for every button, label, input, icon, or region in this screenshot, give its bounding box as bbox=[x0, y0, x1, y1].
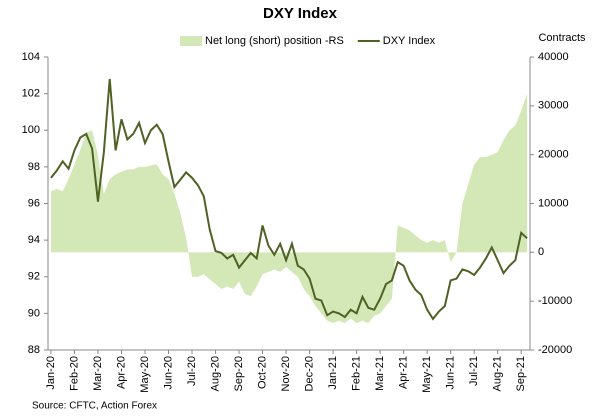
legend-swatch bbox=[180, 36, 202, 46]
x-tick-label: Aug-21 bbox=[492, 356, 504, 391]
y-tick-label: 90 bbox=[28, 307, 40, 319]
x-tick-label: Sep-21 bbox=[515, 356, 527, 391]
y-tick-label: 102 bbox=[22, 88, 40, 100]
position-area bbox=[50, 93, 528, 324]
y-tick-label: 94 bbox=[28, 234, 40, 246]
y2-tick-label: 10000 bbox=[538, 197, 569, 209]
y2-tick-label: 30000 bbox=[538, 100, 569, 112]
y2-tick-label: 0 bbox=[538, 246, 544, 258]
y2-tick-label: 20000 bbox=[538, 149, 569, 161]
x-tick-label: Feb-20 bbox=[68, 356, 80, 391]
x-tick-label: Jan-20 bbox=[45, 356, 57, 390]
y-tick-label: 88 bbox=[28, 344, 40, 356]
legend-label: DXY Index bbox=[383, 35, 436, 47]
x-tick-label: Nov-20 bbox=[280, 356, 292, 391]
x-tick-label: Jun-21 bbox=[445, 356, 457, 390]
x-tick-label: May-21 bbox=[421, 356, 433, 393]
chart-title: DXY Index bbox=[263, 5, 338, 22]
x-tick-label: Apr-21 bbox=[398, 356, 410, 389]
x-tick-label: Feb-21 bbox=[351, 356, 363, 391]
x-tick-label: Aug-20 bbox=[209, 356, 221, 391]
y-tick-label: 92 bbox=[28, 271, 40, 283]
y2-tick-label: -20000 bbox=[538, 344, 572, 356]
y2-tick-label: -10000 bbox=[538, 295, 572, 307]
x-tick-label: May-20 bbox=[139, 356, 151, 393]
x-tick-label: Dec-20 bbox=[303, 356, 315, 391]
x-tick-label: Jul-21 bbox=[468, 356, 480, 386]
x-tick-label: Oct-20 bbox=[256, 356, 268, 389]
x-tick-label: Jul-20 bbox=[186, 356, 198, 386]
y-tick-label: 100 bbox=[22, 124, 40, 136]
y-tick-label: 96 bbox=[28, 197, 40, 209]
x-tick-label: Jan-21 bbox=[327, 356, 339, 390]
x-tick-label: Mar-21 bbox=[374, 356, 386, 391]
y2-axis-label: Contracts bbox=[538, 32, 586, 44]
legend-label: Net long (short) position -RS bbox=[205, 35, 344, 47]
y-tick-label: 104 bbox=[22, 51, 40, 63]
x-tick-label: Sep-20 bbox=[233, 356, 245, 391]
y-tick-label: 98 bbox=[28, 161, 40, 173]
x-tick-label: Jun-20 bbox=[162, 356, 174, 390]
x-tick-label: Apr-20 bbox=[115, 356, 127, 389]
dxy-line bbox=[50, 78, 528, 321]
y2-tick-label: 40000 bbox=[538, 51, 569, 63]
source-note: Source: CFTC, Action Forex bbox=[32, 401, 157, 412]
x-tick-label: Mar-20 bbox=[92, 356, 104, 391]
